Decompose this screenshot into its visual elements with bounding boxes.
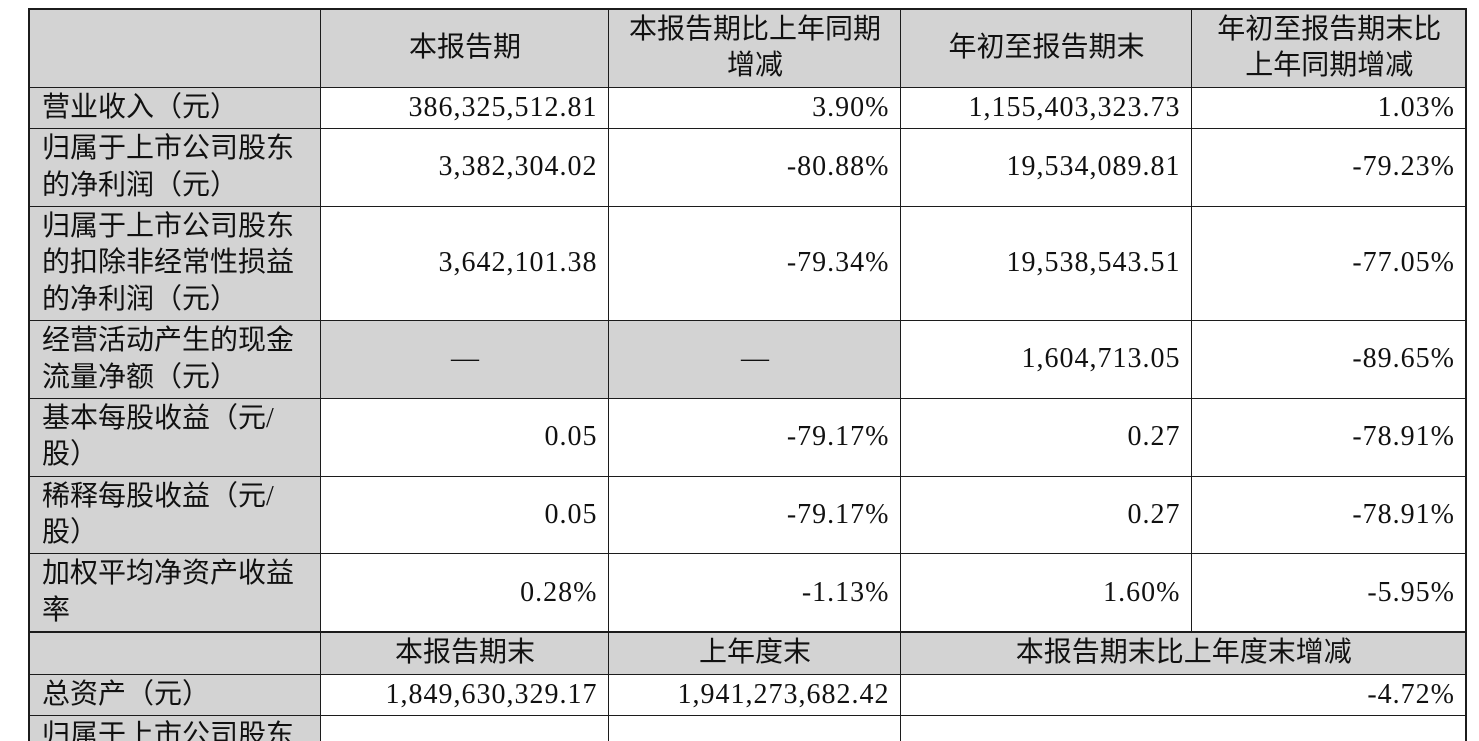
cell-value: -79.23% [1190, 128, 1467, 207]
cell-value: 1,155,403,323.73 [899, 86, 1192, 130]
cell-value: 3,642,101.38 [319, 205, 609, 322]
row-label: 稀释每股收益（元/股） [28, 475, 321, 555]
table-row-total-assets: 总资产（元） 1,849,630,329.17 1,941,273,682.42… [28, 673, 1467, 717]
cell-value: 1,213,173,689.65 [319, 715, 609, 741]
cell-value: 1,941,273,682.42 [607, 673, 901, 717]
cell-value: 1,223,565,402.10 [607, 715, 901, 741]
cell-value: -78.91% [1190, 475, 1467, 555]
cell-value: 0.27 [899, 475, 1192, 555]
column-header-ytd-yoy-change: 年初至报告期末比上年同期增减 [1190, 8, 1467, 88]
cell-value: 386,325,512.81 [319, 86, 609, 130]
cell-value: 1.60% [899, 553, 1192, 633]
table-row-revenue: 营业收入（元） 386,325,512.81 3.90% 1,155,403,3… [28, 86, 1467, 130]
row-label: 归属于上市公司股东的所有者权益（元） [28, 715, 321, 741]
cell-value: 0.28% [319, 553, 609, 633]
row-label: 加权平均净资产收益率 [28, 553, 321, 633]
cell-value-dash: — [607, 320, 901, 399]
cell-value: -80.88% [607, 128, 901, 207]
row-label: 归属于上市公司股东的扣除非经常性损益的净利润（元） [28, 205, 321, 322]
header-corner-cell [28, 8, 321, 88]
table-row-net-profit-excl-nonrecurring: 归属于上市公司股东的扣除非经常性损益的净利润（元） 3,642,101.38 -… [28, 205, 1467, 322]
column-header-yoy-change: 本报告期比上年同期增减 [607, 8, 901, 88]
table-row-weighted-roe: 加权平均净资产收益率 0.28% -1.13% 1.60% -5.95% [28, 553, 1467, 633]
cell-value: 3,382,304.02 [319, 128, 609, 207]
column-header-prior-year-end: 上年度末 [607, 631, 901, 675]
cell-value: -89.65% [1190, 320, 1467, 399]
cell-value: 0.27 [899, 397, 1192, 477]
header-row-period-end: 本报告期末 上年度末 本报告期末比上年度末增减 [28, 631, 1467, 675]
cell-value: 1,849,630,329.17 [319, 673, 609, 717]
table-row-diluted-eps: 稀释每股收益（元/股） 0.05 -79.17% 0.27 -78.91% [28, 475, 1467, 555]
cell-value-dash: — [319, 320, 609, 399]
cell-value: -79.17% [607, 475, 901, 555]
cell-value: -0.85% [899, 715, 1467, 741]
cell-value: -4.72% [899, 673, 1467, 717]
table-row-basic-eps: 基本每股收益（元/股） 0.05 -79.17% 0.27 -78.91% [28, 397, 1467, 477]
row-label: 总资产（元） [28, 673, 321, 717]
cell-value: -5.95% [1190, 553, 1467, 633]
row-label: 基本每股收益（元/股） [28, 397, 321, 477]
cell-value: -79.17% [607, 397, 901, 477]
cell-value: 0.05 [319, 475, 609, 555]
header-corner-cell [28, 631, 321, 675]
table-row-owners-equity: 归属于上市公司股东的所有者权益（元） 1,213,173,689.65 1,22… [28, 715, 1467, 741]
table-row-net-profit: 归属于上市公司股东的净利润（元） 3,382,304.02 -80.88% 19… [28, 128, 1467, 207]
cell-value: 0.05 [319, 397, 609, 477]
cell-value: -78.91% [1190, 397, 1467, 477]
row-label: 归属于上市公司股东的净利润（元） [28, 128, 321, 207]
cell-value: 1.03% [1190, 86, 1467, 130]
cell-value: -79.34% [607, 205, 901, 322]
cell-value: 19,538,543.51 [899, 205, 1192, 322]
cell-value: -1.13% [607, 553, 901, 633]
cell-value: -77.05% [1190, 205, 1467, 322]
cell-value: 19,534,089.81 [899, 128, 1192, 207]
cell-value: 3.90% [607, 86, 901, 130]
column-header-current-period: 本报告期 [319, 8, 609, 88]
cell-value: 1,604,713.05 [899, 320, 1192, 399]
column-header-change-vs-prior-year-end: 本报告期末比上年度末增减 [899, 631, 1467, 675]
column-header-ytd: 年初至报告期末 [899, 8, 1192, 88]
financial-summary-table: 本报告期 本报告期比上年同期增减 年初至报告期末 年初至报告期末比上年同期增减 … [28, 8, 1467, 741]
row-label: 营业收入（元） [28, 86, 321, 130]
row-label: 经营活动产生的现金流量净额（元） [28, 320, 321, 399]
header-row-period: 本报告期 本报告期比上年同期增减 年初至报告期末 年初至报告期末比上年同期增减 [28, 8, 1467, 88]
table-row-operating-cash-flow: 经营活动产生的现金流量净额（元） — — 1,604,713.05 -89.65… [28, 320, 1467, 399]
column-header-period-end: 本报告期末 [319, 631, 609, 675]
